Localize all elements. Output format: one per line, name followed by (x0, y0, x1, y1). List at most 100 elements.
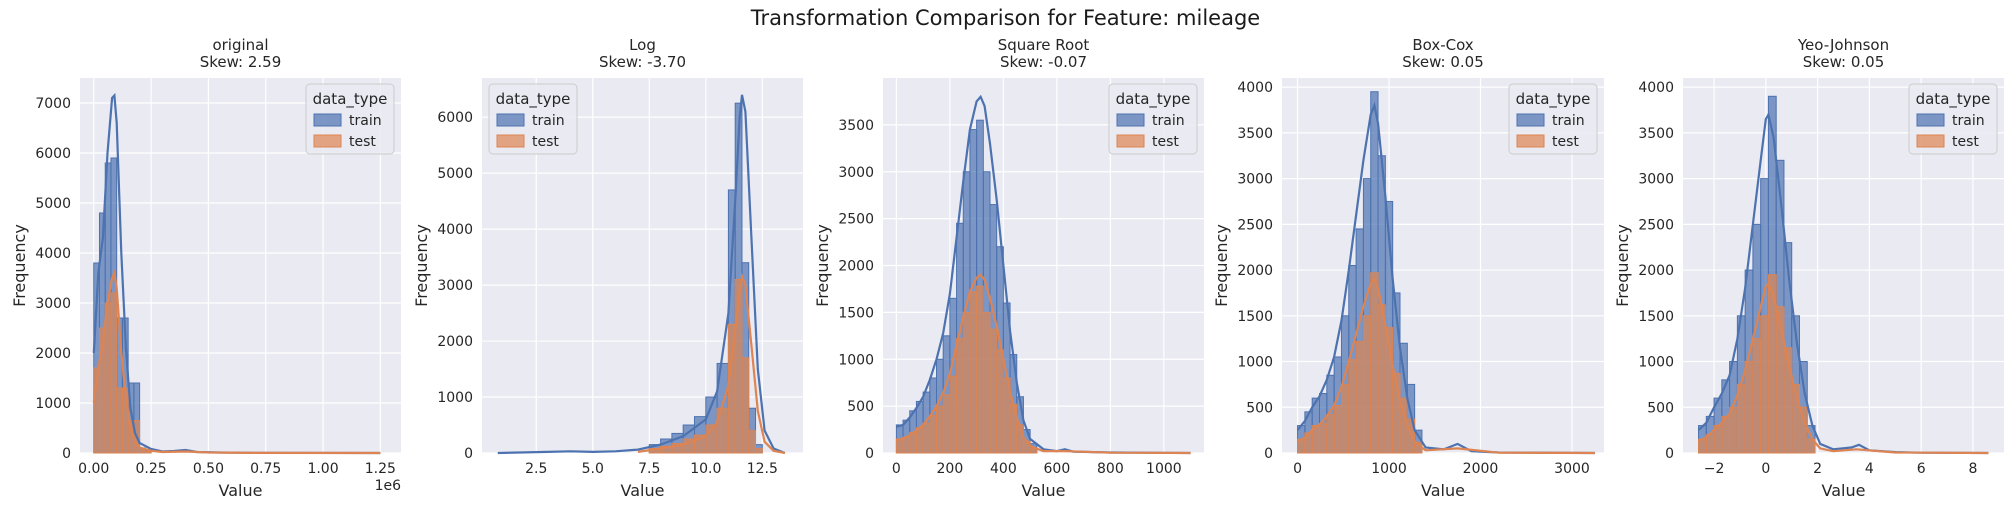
y-axis-label: Frequency (412, 224, 431, 307)
subplot-skew: Skew: 0.05 (1402, 53, 1484, 71)
histogram-bar-test (144, 451, 152, 454)
legend-label-train: train (1952, 113, 1985, 129)
histogram-bar-test (976, 285, 984, 454)
y-axis-label: Frequency (1613, 224, 1632, 307)
subplot-2: 0 1000 2000 3000 4000 5000 6000 2.5 5.0 7.5 10.0 12… (412, 36, 803, 500)
legend-label-train: train (532, 113, 565, 129)
x-tick-label: 0.25 (135, 461, 166, 477)
y-tick-label: 1000 (1638, 355, 1674, 371)
legend-title: data_type (496, 90, 571, 109)
histogram-bar-test (915, 427, 924, 454)
subplot-title: Log (629, 36, 656, 54)
histogram-bar-test (110, 292, 118, 454)
kde-line-train (497, 94, 786, 455)
x-tick-label: 600 (1044, 461, 1071, 477)
y-tick-label: 500 (1647, 400, 1674, 416)
legend-swatch-train (1516, 113, 1545, 127)
y-tick-label: 2000 (35, 346, 71, 362)
histogram-bar-test (989, 328, 998, 454)
x-tick-label: 2000 (1463, 461, 1499, 477)
x-tick-label: 0.75 (250, 461, 281, 477)
histogram-bar-test (1744, 361, 1754, 454)
x-tick-label: 7.5 (638, 461, 660, 477)
subplot-3: 0 500 1000 1500 2000 2500 3000 3500 0 200 400 600 80… (813, 36, 1204, 500)
subplot-title: Yeo-Johnson (1797, 36, 1889, 54)
x-tick-label: 8 (1968, 461, 1977, 477)
legend-swatch-train (496, 113, 525, 127)
histogram-bar-test (1326, 414, 1335, 454)
legend-swatch-test (313, 134, 342, 148)
x-tick-label: 0 (1293, 461, 1302, 477)
y-tick-label: 4000 (35, 246, 71, 262)
histogram-bar-test (1340, 383, 1350, 454)
subplot-5: 0 500 1000 1500 2000 2500 3000 3500 4000 −2 0 2 4 6 8 V… (1613, 36, 2004, 500)
x-tick-label: 0 (1761, 461, 1770, 477)
y-tick-label: 3500 (1638, 126, 1674, 142)
legend-label-test: test (532, 134, 559, 150)
histogram-bar-test (748, 430, 757, 454)
y-tick-label: 2500 (1237, 217, 1273, 233)
y-tick-label: 2500 (838, 212, 874, 228)
histogram-bar-test (741, 357, 750, 454)
x-tick-label: 1.00 (307, 461, 338, 477)
histogram-bar-test (942, 394, 951, 454)
histogram-bar-test (922, 422, 931, 454)
legend-swatch-test (1516, 134, 1545, 148)
histogram-bar-test (1752, 338, 1762, 454)
subplot-title: Square Root (998, 36, 1090, 54)
subplot-skew: Skew: -0.07 (1000, 53, 1087, 71)
x-tick-label: 10.0 (690, 461, 721, 477)
y-tick-label: 1000 (838, 352, 874, 368)
x-tick-label: 6 (1917, 461, 1926, 477)
y-tick-label: 500 (847, 399, 874, 415)
x-axis-label: Value (1822, 481, 1866, 500)
legend-label-train: train (1152, 113, 1185, 129)
subplot-title: Box-Cox (1412, 36, 1473, 54)
y-tick-label: 3000 (1638, 172, 1674, 188)
histogram-bar-test (1333, 404, 1342, 454)
y-tick-label: 2000 (437, 334, 473, 350)
x-tick-label: 2.5 (525, 461, 547, 477)
histogram-bar-test (1362, 315, 1372, 454)
y-tick-label: 0 (62, 446, 71, 462)
histogram-bar-test (1806, 438, 1816, 454)
legend-label-train: train (349, 113, 382, 129)
kde-line-test (896, 273, 1191, 455)
subplot-1: 0 1000 2000 3000 4000 5000 6000 7000 0.00 0.25 0.5… (10, 36, 401, 500)
y-axis-label: Frequency (813, 224, 832, 307)
x-tick-label: −2 (1704, 461, 1725, 477)
histogram-bar-test (1729, 406, 1738, 454)
x-tick-label: 1000 (1146, 461, 1182, 477)
histogram-bar-test (895, 438, 904, 454)
y-tick-label: 6000 (35, 146, 71, 162)
histogram-bar-test (755, 448, 763, 454)
x-tick-label: 5.0 (582, 461, 604, 477)
subplot-skew: Skew: -3.70 (599, 53, 686, 71)
histogram-bar-test (1319, 423, 1328, 454)
histogram-bar-test (962, 311, 971, 454)
y-tick-label: 2000 (1237, 263, 1273, 279)
x-axis-label: Value (621, 481, 665, 500)
subplot-skew: Skew: 0.05 (1803, 53, 1885, 71)
y-tick-label: 3000 (35, 296, 71, 312)
x-tick-label: 1000 (1371, 461, 1407, 477)
x-tick-label: 0.50 (193, 461, 224, 477)
x-axis-label: Value (219, 481, 263, 500)
y-tick-label: 0 (1264, 446, 1273, 462)
legend-title: data_type (1916, 90, 1991, 109)
legend-swatch-test (1916, 134, 1945, 148)
x-tick-label: 2 (1813, 461, 1822, 477)
x-tick-label: 0 (892, 461, 901, 477)
kde-line-test (637, 272, 786, 455)
histogram-bar-test (936, 405, 944, 454)
y-tick-label: 3000 (1237, 172, 1273, 188)
histogram-bar-test (1798, 406, 1808, 454)
y-tick-label: 1000 (437, 390, 473, 406)
y-tick-label: 5000 (437, 166, 473, 182)
histogram-bar-test (1377, 304, 1386, 454)
y-tick-label: 4000 (437, 222, 473, 238)
